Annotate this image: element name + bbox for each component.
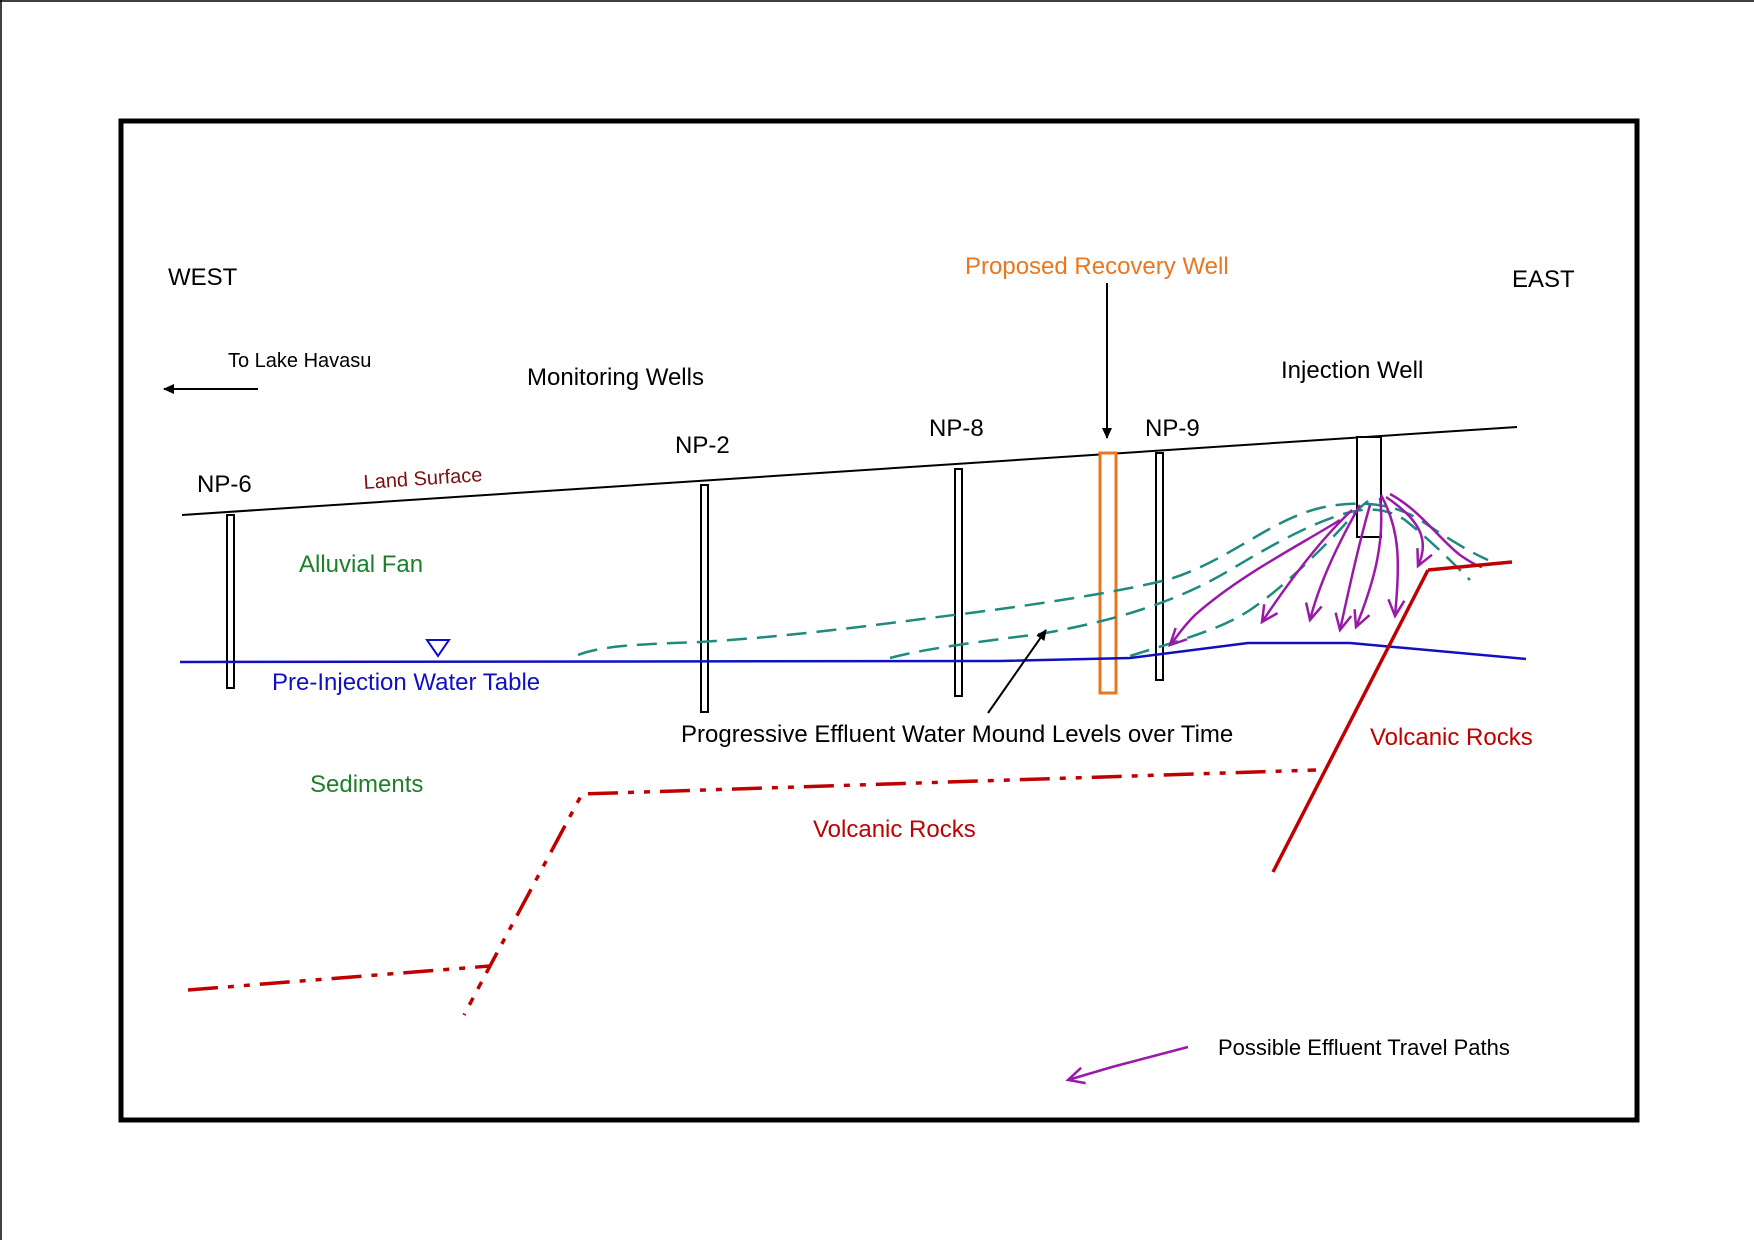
- volcanic-surface-right: [1427, 560, 1513, 572]
- effluent-path-4: [1334, 504, 1372, 633]
- proposed-recovery-well: [1098, 451, 1118, 695]
- well-label-np9: NP-9: [1145, 415, 1200, 442]
- mound-levels-pointer-arrow: [987, 629, 1047, 714]
- mound-level-3: [1129, 498, 1371, 658]
- alluvial-fan-label: Alluvial Fan: [299, 551, 423, 578]
- pre-injection-water-table-label: Pre-Injection Water Table: [272, 669, 540, 696]
- east-label: EAST: [1512, 266, 1575, 293]
- diagram-frame: [118, 118, 1640, 1123]
- legend-effluent-path-icon: [1065, 1045, 1189, 1085]
- well-np9: [1155, 452, 1164, 681]
- mound-levels-label: Progressive Effluent Water Mound Levels …: [681, 721, 1233, 748]
- water-table-symbol-icon: [425, 639, 451, 658]
- mound-level-1: [577, 502, 1489, 657]
- proposed-recovery-well-label: Proposed Recovery Well: [965, 253, 1229, 280]
- injection-well: [1356, 436, 1382, 538]
- well-np8: [954, 468, 963, 697]
- fault-line: [1271, 569, 1430, 873]
- effluent-path-1: [1385, 495, 1433, 569]
- injection-well-label: Injection Well: [1281, 357, 1423, 384]
- volcanic-rocks-right-label: Volcanic Rocks: [1370, 724, 1533, 751]
- legend: Possible Effluent Travel Paths: [1065, 1035, 1510, 1085]
- legend-effluent-paths-label: Possible Effluent Travel Paths: [1218, 1035, 1510, 1060]
- fault-extension-dashed: [462, 965, 492, 1016]
- sediments-label: Sediments: [310, 771, 423, 798]
- mound-level-2: [889, 508, 1471, 660]
- effluent-path-2: [1379, 494, 1406, 619]
- land-surface-line: [181, 426, 1518, 516]
- well-label-np8: NP-8: [929, 415, 984, 442]
- well-np2: [700, 484, 709, 713]
- well-label-np2: NP-2: [675, 432, 730, 459]
- to-lake-havasu-label: To Lake Havasu: [228, 350, 371, 372]
- land-surface-label: Land Surface: [363, 464, 483, 494]
- effluent-path-3: [1353, 497, 1383, 630]
- volcanic-contact-line: [187, 768, 1317, 992]
- well-label-np6: NP-6: [197, 471, 252, 498]
- west-label: WEST: [168, 264, 238, 291]
- pre-injection-water-table-line: [179, 641, 1527, 664]
- well-np6: [226, 514, 235, 689]
- volcanic-rocks-center-label: Volcanic Rocks: [813, 816, 976, 843]
- monitoring-wells-label: Monitoring Wells: [527, 364, 704, 391]
- effluent-path-5: [1304, 504, 1362, 623]
- effluent-path-6: [1260, 509, 1353, 625]
- effluent-path-7: [1168, 518, 1341, 647]
